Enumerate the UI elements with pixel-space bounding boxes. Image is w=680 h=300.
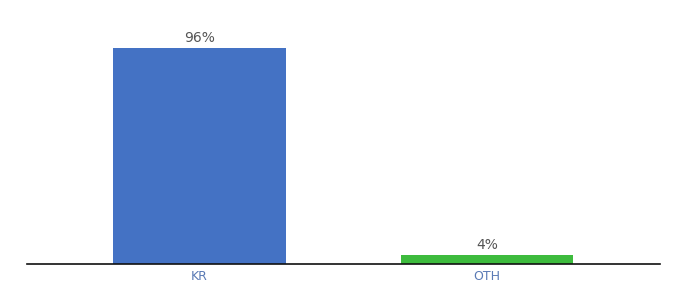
Text: 96%: 96%	[184, 31, 215, 45]
Bar	[401, 255, 573, 264]
Bar	[114, 48, 286, 264]
Text: 4%: 4%	[476, 238, 498, 252]
